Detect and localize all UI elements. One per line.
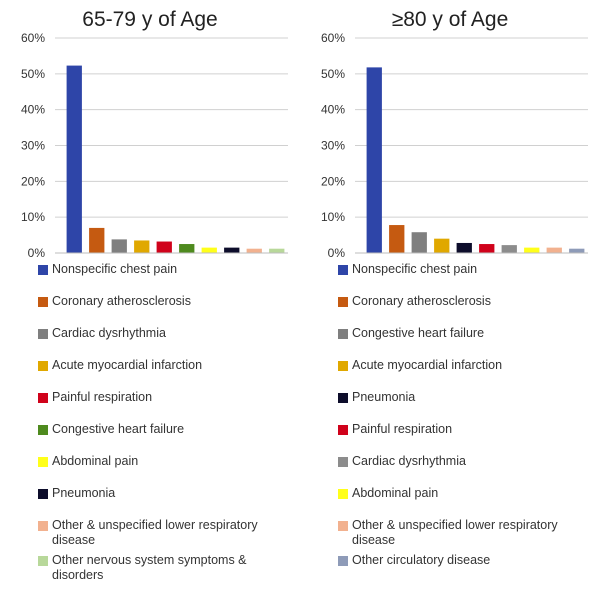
y-tick-label: 10% (21, 210, 45, 224)
chart-panel-80-plus: ≥80 y of Age 0% 10% 20% 30% 40% 50% 60% Nonspe… (300, 0, 600, 592)
chart-title: 65-79 y of Age (82, 8, 218, 31)
legend-swatch (338, 521, 348, 531)
y-tick-label: 0% (328, 246, 346, 260)
bar (224, 247, 240, 253)
y-tick-label: 40% (321, 103, 345, 117)
legend-label: Other & unspecified lower respiratory di… (52, 518, 258, 547)
legend-label: Pneumonia (52, 486, 116, 500)
legend-swatch (338, 393, 348, 403)
bar (66, 65, 82, 253)
legend-swatch (38, 329, 48, 339)
legend-swatch (38, 556, 48, 566)
bar (156, 241, 172, 253)
legend-swatch (38, 457, 48, 467)
legend-label: Congestive heart failure (352, 326, 485, 340)
legend-swatch (338, 489, 348, 499)
bar (479, 244, 495, 253)
legend-swatch (38, 425, 48, 435)
legend-label: Acute myocardial infarction (352, 358, 503, 372)
legend-label: Acute myocardial infarction (52, 358, 203, 372)
bar (269, 248, 285, 253)
plot-area: 0% 10% 20% 30% 40% 50% 60% (321, 31, 588, 260)
y-tick-label: 50% (321, 67, 345, 81)
legend-swatch (38, 393, 48, 403)
y-tick-label: 30% (21, 139, 45, 153)
bar (179, 244, 195, 253)
bar (501, 245, 517, 253)
bar (389, 225, 405, 253)
legend-label: Other circulatory disease (352, 553, 491, 567)
y-tick-label: 50% (21, 67, 45, 81)
legend-swatch (38, 265, 48, 275)
bar (434, 238, 450, 253)
legend-swatch (338, 297, 348, 307)
bar (456, 242, 472, 253)
legend-label: Other & unspecified lower respiratory di… (352, 518, 558, 547)
legend-label: Painful respiration (352, 422, 453, 436)
y-tick-label: 10% (321, 210, 345, 224)
bar (524, 247, 540, 253)
legend-label: Nonspecific chest pain (52, 262, 178, 276)
legend-label: Cardiac dysrhythmia (352, 454, 466, 468)
legend-label: Nonspecific chest pain (352, 262, 478, 276)
legend-swatch (338, 457, 348, 467)
y-tick-label: 20% (21, 174, 45, 188)
legend-swatch (38, 521, 48, 531)
legend-label: Pneumonia (352, 390, 416, 404)
y-tick-label: 30% (321, 139, 345, 153)
legend-swatch (338, 265, 348, 275)
legend-swatch (38, 297, 48, 307)
y-tick-label: 40% (21, 103, 45, 117)
plot-area: 0% 10% 20% 30% 40% 50% 60% (21, 31, 288, 260)
legend-label: Coronary atherosclerosis (52, 294, 191, 308)
bar (89, 227, 105, 253)
legend-swatch (338, 556, 348, 566)
y-tick-label: 60% (321, 31, 345, 45)
bar (366, 67, 382, 253)
legend-label: Coronary atherosclerosis (352, 294, 491, 308)
y-tick-label: 0% (28, 246, 46, 260)
legend-label: Other nervous system symptoms & disorder… (52, 553, 247, 582)
chart-panel-65-79: 65-79 y of Age 0% 10% 20% 30% 40% 50% 60% Nons… (21, 8, 288, 582)
bar (201, 247, 217, 253)
legend-swatch (38, 489, 48, 499)
bar (134, 240, 150, 253)
legend-label: Congestive heart failure (52, 422, 185, 436)
legend-swatch (338, 329, 348, 339)
legend-label: Cardiac dysrhythmia (52, 326, 166, 340)
bar (546, 247, 562, 253)
y-tick-label: 60% (21, 31, 45, 45)
chart-title: ≥80 y of Age (391, 8, 509, 31)
bar (111, 239, 127, 253)
legend-label: Abdominal pain (52, 454, 139, 468)
y-tick-label: 20% (321, 174, 345, 188)
bar (569, 248, 585, 253)
bar (246, 248, 262, 253)
legend-label: Abdominal pain (352, 486, 439, 500)
legend-label: Painful respiration (52, 390, 153, 404)
legend-swatch (38, 361, 48, 371)
bar (411, 232, 427, 253)
legend-swatch (338, 361, 348, 371)
legend-swatch (338, 425, 348, 435)
